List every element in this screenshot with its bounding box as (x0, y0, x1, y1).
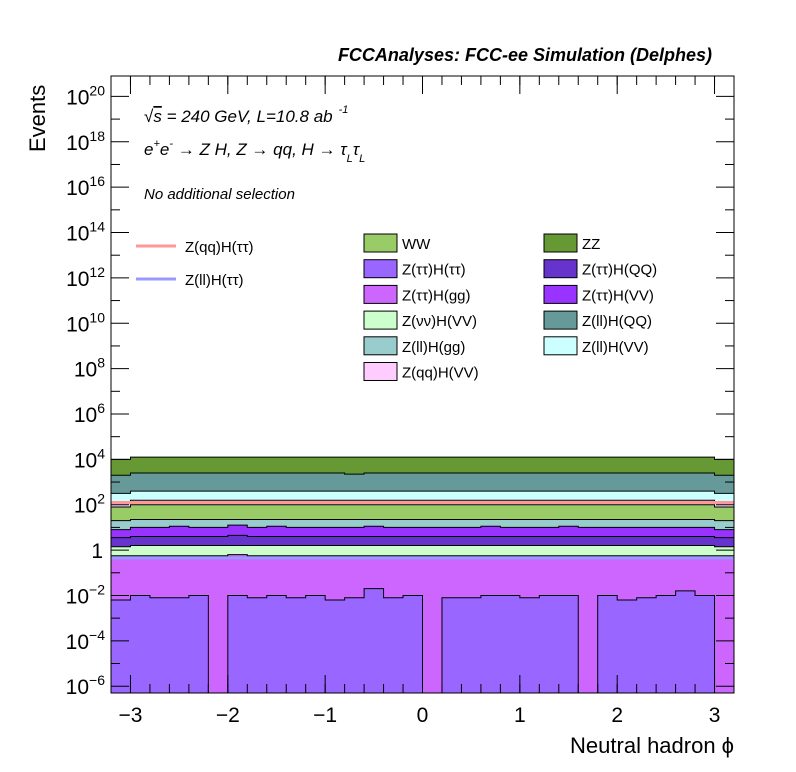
legend-label-z-ll-h-qq: Z(ll)H(QQ) (582, 313, 652, 330)
stack-layer (110, 456, 735, 694)
y-axis: 1020 1018 1016 1014 1012 1010 108 106 104 102 1 10−… (66, 82, 734, 699)
legend-swatch-z-h-qq (543, 259, 578, 279)
y-tick-label: 108 (74, 355, 105, 382)
proc-tau1: τ (340, 140, 348, 159)
y-tick-label: 1020 (66, 82, 105, 109)
legend-swatch-z-h-vv (363, 310, 398, 330)
proc-e1: e (144, 140, 153, 159)
y-tick-label: 10−6 (66, 672, 106, 699)
proc-e1-sup: + (153, 138, 160, 150)
energy-luminosity-label: √s = 240 GeV, L=10.8 ab -1 (144, 104, 348, 126)
y-tick-label: 1010 (66, 309, 105, 336)
legend-swatch-z-h (363, 259, 398, 279)
y-tick-label: 1012 (66, 264, 105, 291)
svg-text:e+e- → Z H, Z → qq, H → τLτL: e+e- → Z H, Z → qq, H → τLτL (144, 138, 365, 165)
signal-layer (111, 500, 734, 560)
x-axis: −3 −2 −1 0 1 2 3 (110, 76, 735, 727)
x-axis-title: Neutral hadron ϕ (570, 733, 734, 758)
chart-header: FCCAnalyses: FCC-ee Simulation (Delphes) (338, 45, 712, 65)
legend-label-z-h-qq: Z(ττ)H(QQ) (582, 262, 657, 279)
x-tick-label: 1 (514, 704, 526, 727)
y-tick-label: 104 (74, 445, 105, 472)
legend: Z(qq)H(ττ) Z(ll)H(ττ) WW ZZ Z(ττ)H(ττ) Z(ττ)H… (136, 233, 657, 382)
legend-swatch-zz (543, 233, 578, 253)
legend-label-z-qq-h: Z(qq)H(ττ) (185, 239, 254, 256)
legend-swatch-z-h-gg (363, 284, 398, 304)
legend-swatch-z-ll-h-qq (543, 310, 578, 330)
legend-label-ww: WW (402, 236, 431, 253)
y-tick-label: 1016 (66, 173, 105, 200)
y-tick-label: 1018 (66, 128, 105, 155)
y-tick-label: 1014 (66, 219, 105, 246)
selection-label: No additional selection (144, 186, 295, 203)
legend-label-z-ll-h-gg: Z(ll)H(gg) (402, 339, 465, 356)
y-tick-label: 10−2 (66, 581, 106, 608)
sqrt-s: s (153, 107, 162, 126)
proc-e2: e (160, 140, 169, 159)
x-tick-label: −3 (118, 704, 142, 727)
x-tick-label: 0 (417, 704, 429, 727)
legend-label-z-h-gg: Z(ττ)H(gg) (402, 287, 471, 304)
y-tick-label: 10−4 (66, 627, 106, 654)
sqrt-symbol: √ (144, 107, 154, 126)
proc-e2-sup: - (169, 138, 173, 150)
legend-label-z-qq-h-vv: Z(qq)H(VV) (402, 365, 479, 382)
proc-tau2-sub: L (359, 153, 365, 165)
legend-swatch-ww (363, 233, 398, 253)
x-tick-label: 3 (709, 704, 721, 727)
y-tick-label: 1 (91, 540, 103, 563)
y-tick-label: 106 (74, 400, 105, 427)
x-tick-label: −2 (216, 704, 240, 727)
legend-label-z-ll-h-vv: Z(ll)H(VV) (582, 339, 649, 356)
legend-swatch-z-qq-h-vv (363, 362, 398, 381)
legend-swatch-z-ll-h-vv (543, 336, 578, 356)
proc-tau2: τ (353, 140, 361, 159)
proc-main: → Z H, Z → qq, H → (173, 140, 340, 159)
legend-swatch-z-h-vv (543, 284, 578, 304)
legend-label-zz: ZZ (582, 236, 600, 253)
energy-text: = 240 GeV, L=10.8 ab (162, 107, 333, 126)
x-tick-label: 2 (611, 704, 623, 727)
process-label: e+e- → Z H, Z → qq, H → τLτL (144, 138, 365, 165)
y-axis-title: Events (25, 85, 50, 152)
x-tick-label: −1 (313, 704, 337, 727)
legend-label-z-ll-h: Z(ll)H(ττ) (185, 272, 244, 289)
legend-label-z-h-vv: Z(νν)H(VV) (402, 313, 477, 330)
proc-tau1-sub: L (347, 153, 353, 165)
y-tick-label: 102 (74, 491, 105, 518)
svg-text:√s = 240 GeV, L=10.8 ab-1: √s = 240 GeV, L=10.8 ab -1 (144, 104, 348, 126)
legend-swatch-z-ll-h-gg (363, 336, 398, 356)
legend-label-z-h-vv: Z(ττ)H(VV) (582, 287, 654, 304)
lumi-exponent: -1 (339, 104, 349, 116)
legend-label-z-h: Z(ττ)H(ττ) (402, 262, 466, 279)
